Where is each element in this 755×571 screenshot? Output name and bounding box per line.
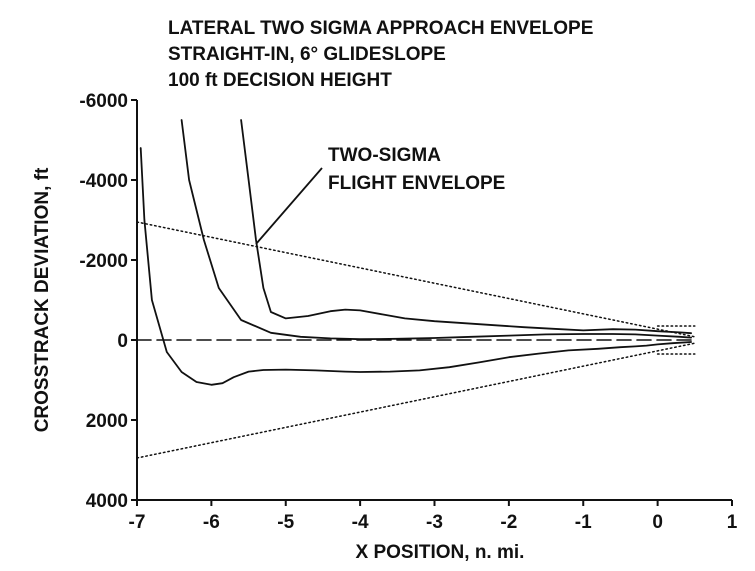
- annotation-leader: [255, 167, 323, 245]
- annotation-line-2: FLIGHT ENVELOPE: [328, 173, 505, 194]
- title-line-1: LATERAL TWO SIGMA APPROACH ENVELOPE: [168, 18, 593, 39]
- x-tick-label: -4: [352, 512, 369, 533]
- x-tick-label: 1: [727, 512, 738, 533]
- annotation-line-1: TWO-SIGMA: [328, 145, 441, 166]
- y-tick-label: 4000: [86, 491, 128, 512]
- x-tick-label: -7: [129, 512, 146, 533]
- title-line-3: 100 ft DECISION HEIGHT: [168, 70, 392, 91]
- series-line-6: [136, 342, 696, 459]
- y-ticks: -6000 -4000 -2000 0 2000 4000: [79, 91, 137, 512]
- y-axis-label: CROSSTRACK DEVIATION, ft: [32, 167, 53, 432]
- title: LATERAL TWO SIGMA APPROACH ENVELOPE STRA…: [168, 18, 593, 91]
- x-tick-label: -2: [500, 512, 517, 533]
- annotation: TWO-SIGMA FLIGHT ENVELOPE: [328, 145, 505, 194]
- y-tick-label: 0: [117, 331, 128, 352]
- x-tick-label: -6: [203, 512, 220, 533]
- x-tick-label: 0: [652, 512, 663, 533]
- y-tick-label: -6000: [79, 91, 128, 112]
- series: [136, 119, 696, 459]
- series-line-1: [139, 147, 692, 386]
- annotation-leader-line: [255, 167, 323, 245]
- series-line-2: [180, 119, 692, 341]
- series-line-3: [240, 119, 692, 335]
- x-axis-label: X POSITION, n. mi.: [356, 542, 525, 563]
- y-tick-label: 2000: [86, 411, 128, 432]
- title-line-2: STRAIGHT-IN, 6° GLIDESLOPE: [168, 44, 446, 65]
- x-tick-label: -1: [575, 512, 592, 533]
- series-line-5: [136, 221, 696, 338]
- x-ticks: -7 -6 -5 -4 -3 -2 -1 0 1: [129, 500, 738, 533]
- x-tick-label: -5: [277, 512, 294, 533]
- x-tick-label: -3: [426, 512, 443, 533]
- y-tick-label: -2000: [79, 251, 128, 272]
- y-tick-label: -4000: [79, 171, 128, 192]
